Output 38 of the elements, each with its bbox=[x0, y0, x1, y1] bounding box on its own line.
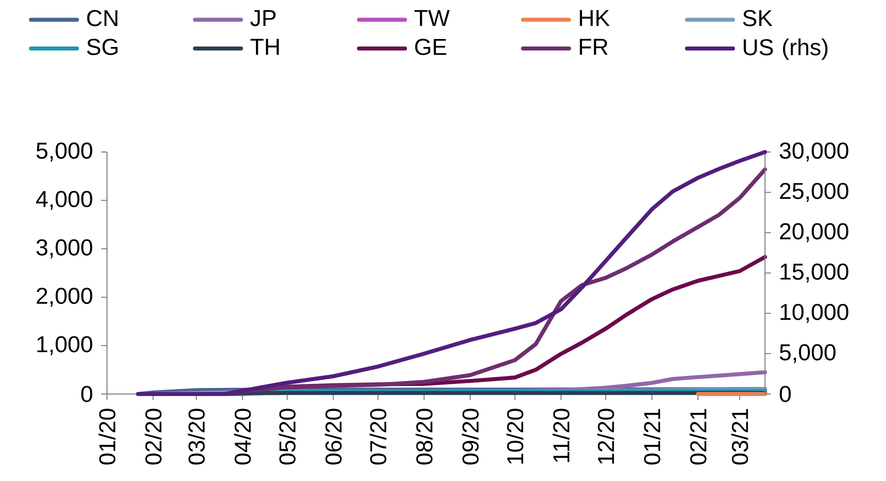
legend-label: TW bbox=[414, 10, 450, 26]
x-tick-label: 01/21 bbox=[643, 408, 660, 465]
y2-tick-label: 0 bbox=[780, 386, 791, 402]
y-tick-label: 3,000 bbox=[36, 239, 92, 258]
legend-label: SK bbox=[743, 10, 772, 26]
x-tick-label: 07/20 bbox=[369, 408, 386, 465]
y2-tick-label: 5,000 bbox=[780, 344, 836, 364]
y-tick-label: 0 bbox=[81, 386, 92, 402]
y-tick-label: 2,000 bbox=[36, 288, 92, 307]
x-tick-label: 03/20 bbox=[188, 408, 205, 465]
legend-label: SG bbox=[87, 38, 118, 56]
y2-tick-label: 10,000 bbox=[780, 304, 848, 323]
y2-tick-label: 25,000 bbox=[780, 182, 848, 202]
x-tick-label: 04/20 bbox=[234, 408, 251, 465]
x-tick-label: 01/20 bbox=[98, 408, 116, 465]
x-tick-label: 12/20 bbox=[597, 408, 614, 464]
x-tick-label: 08/20 bbox=[416, 408, 433, 465]
x-tick-label: 09/20 bbox=[462, 408, 479, 465]
x-tick-label: 05/20 bbox=[278, 408, 296, 465]
x-tick-label: 02/21 bbox=[690, 408, 706, 465]
y-tick-label: 4,000 bbox=[36, 190, 92, 210]
legend-label: GE bbox=[415, 38, 446, 56]
y-tick-label: 5,000 bbox=[36, 142, 92, 162]
x-tick-label: 06/20 bbox=[324, 408, 342, 465]
legend-label: US (rhs) bbox=[744, 38, 828, 60]
legend-label: JP bbox=[250, 10, 276, 26]
x-tick-label: 11/20 bbox=[552, 408, 570, 462]
x-tick-label: 03/21 bbox=[731, 408, 748, 465]
legend-label: HK bbox=[580, 10, 610, 26]
legend-label: FR bbox=[580, 38, 608, 55]
y2-tick-label: 30,000 bbox=[780, 142, 848, 162]
y-tick-label: 1,000 bbox=[37, 336, 92, 356]
y2-tick-label: 15,000 bbox=[780, 263, 848, 282]
legend-label: TH bbox=[250, 38, 279, 55]
legend-label: CN bbox=[87, 10, 118, 26]
x-tick-label: 10/20 bbox=[506, 408, 524, 464]
x-tick-label: 02/20 bbox=[144, 408, 162, 465]
y2-tick-label: 20,000 bbox=[780, 223, 848, 242]
